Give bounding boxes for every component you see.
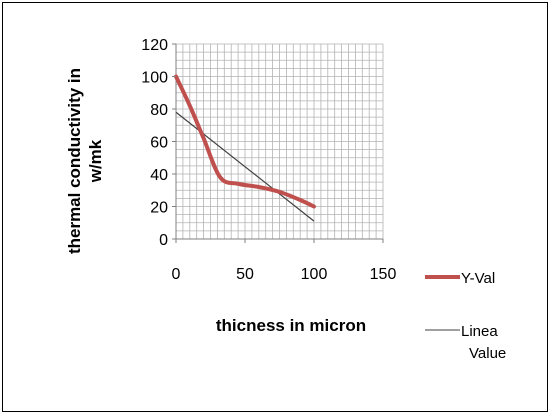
y-axis-title-line1: thermal conductivity in (65, 68, 84, 254)
y-tick-label: 40 (150, 167, 168, 184)
chart-grid (176, 43, 384, 239)
x-tick-label: 0 (172, 266, 181, 283)
y-tick-label: 20 (150, 200, 168, 217)
legend-label-linear-line1: Linea (461, 323, 498, 340)
tick-labels: 0 20 40 60 80 100 120 0 50 100 150 (141, 37, 396, 283)
y-tick-label: 0 (159, 232, 168, 249)
legend-label-y-values: Y-Val (461, 270, 495, 287)
y-tick-label: 80 (150, 102, 168, 119)
y-tick-label: 60 (150, 135, 168, 152)
chart-frame (2, 2, 548, 412)
x-tick-label: 100 (301, 266, 328, 283)
y-tick-label: 100 (141, 70, 168, 87)
x-tick-label: 50 (236, 266, 254, 283)
legend-label-linear-line2: Value (469, 345, 506, 362)
y-tick-label: 120 (141, 37, 168, 54)
legend: Y-Val Linea Value (425, 270, 506, 362)
series-layer (174, 74, 316, 222)
series-line-y-values (174, 74, 316, 209)
y-axis-title-line2: w/mk (86, 139, 105, 183)
x-axis-title: thicness in micron (216, 316, 366, 335)
x-tick-label: 150 (370, 266, 397, 283)
